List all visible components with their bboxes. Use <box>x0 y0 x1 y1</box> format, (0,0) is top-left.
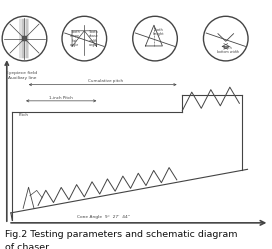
Bar <box>22 36 27 41</box>
Text: Tooth
shape
flat
angle: Tooth shape flat angle <box>70 30 80 48</box>
Text: Pitch: Pitch <box>19 113 29 117</box>
Text: Fig.2 Testing parameters and schematic diagram
of chaser: Fig.2 Testing parameters and schematic d… <box>5 230 238 249</box>
Text: Tooth
bottom width: Tooth bottom width <box>217 46 239 55</box>
Text: 1-inch Pitch: 1-inch Pitch <box>49 96 73 100</box>
Text: Cone Angle  9°  27’  44”: Cone Angle 9° 27’ 44” <box>77 215 130 219</box>
Text: Eyepiece field
Auxiliary line: Eyepiece field Auxiliary line <box>6 71 37 80</box>
Text: Tooth
chase
width
angle: Tooth chase width angle <box>89 30 99 48</box>
Text: Tooth
height: Tooth height <box>153 28 164 36</box>
Text: Cumulative pitch: Cumulative pitch <box>88 79 123 83</box>
